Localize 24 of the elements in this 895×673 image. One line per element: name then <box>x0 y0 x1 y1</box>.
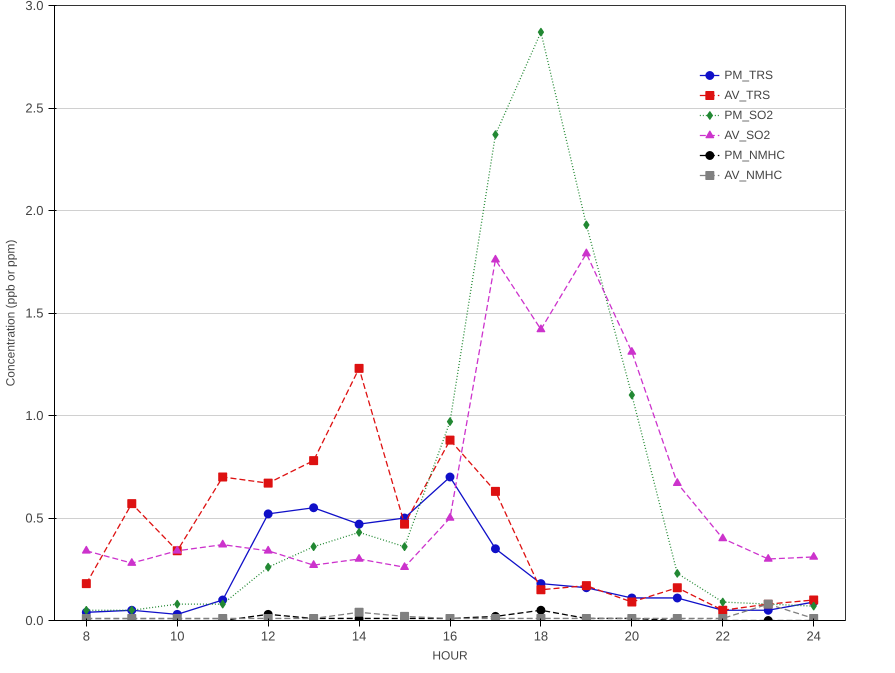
legend-label: PM_SO2 <box>724 108 774 122</box>
x-tick-label: 16 <box>442 628 458 644</box>
x-tick-label: 20 <box>624 628 640 644</box>
y-tick-label: 0.0 <box>25 613 44 628</box>
x-axis-title: HOUR <box>432 648 468 662</box>
x-tick-label: 10 <box>170 628 184 644</box>
y-tick-label: 1.5 <box>25 306 44 320</box>
y-tick-label: 2.0 <box>25 203 44 218</box>
y-tick-label: 2.5 <box>25 100 44 116</box>
x-tick-label: 24 <box>806 628 821 644</box>
legend-label: AV_SO2 <box>724 128 770 142</box>
legend-label: PM_TRS <box>724 68 774 82</box>
x-tick-label: 8 <box>82 628 90 644</box>
x-tick-label: 18 <box>534 628 548 644</box>
legend-label: PM_NMHC <box>724 148 785 162</box>
x-tick-label: 22 <box>716 628 730 644</box>
y-axis-title: Concentration (ppb or ppm) <box>3 240 18 386</box>
y-tick-label: 1.0 <box>25 408 44 423</box>
x-tick-label: 12 <box>260 628 276 644</box>
x-tick-label: 14 <box>352 628 366 644</box>
y-tick-label: 0.5 <box>25 510 44 526</box>
y-tick-label: 3.0 <box>25 0 44 13</box>
legend-label: AV_TRS <box>724 88 770 102</box>
legend-label: AV_NMHC <box>724 168 782 182</box>
